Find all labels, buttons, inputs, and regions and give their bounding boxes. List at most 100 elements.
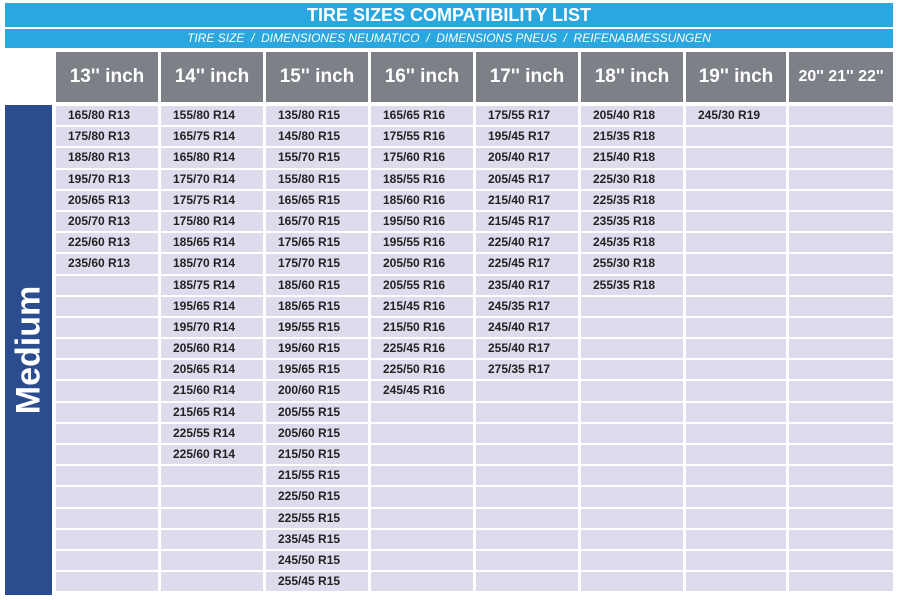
tire-size: 215/45 R17 xyxy=(476,211,578,232)
tire-size: 175/75 R14 xyxy=(161,190,263,210)
tire-size: 215/40 R17 xyxy=(476,190,578,210)
tire-size: 155/70 R15 xyxy=(266,148,368,168)
tire-size: 225/40 R17 xyxy=(476,233,578,253)
empty-cell xyxy=(686,360,786,380)
column: 165/65 R16 175/55 R16 175/60 R16 185/55 R16… xyxy=(371,106,473,593)
tire-size: 225/45 R17 xyxy=(476,254,578,274)
tire-size: 255/35 R18 xyxy=(581,275,683,295)
empty-cell xyxy=(686,423,786,443)
empty-cell xyxy=(789,211,893,232)
empty-cell xyxy=(789,296,893,316)
empty-cell xyxy=(581,487,683,507)
empty-cell xyxy=(371,402,473,422)
empty-cell xyxy=(789,254,893,274)
tire-size: 245/50 R15 xyxy=(266,550,368,571)
empty-cell xyxy=(371,423,473,443)
empty-cell xyxy=(56,550,158,571)
tire-size: 225/30 R18 xyxy=(581,169,683,189)
tire-size: 175/60 R16 xyxy=(371,148,473,168)
empty-cell xyxy=(686,169,786,189)
empty-cell xyxy=(476,529,578,549)
empty-cell xyxy=(789,148,893,168)
column: 245/30 R19 xyxy=(686,106,786,593)
subtitle: TIRE SIZE / DIMENSIONES NEUMATICO / DIME… xyxy=(5,29,893,48)
empty-cell xyxy=(581,572,683,592)
empty-cell xyxy=(581,339,683,359)
empty-cell xyxy=(789,529,893,549)
empty-cell xyxy=(581,529,683,549)
tire-size: 175/55 R16 xyxy=(371,127,473,147)
tire-size: 145/80 R15 xyxy=(266,127,368,147)
empty-cell xyxy=(686,190,786,210)
empty-cell xyxy=(161,572,263,592)
empty-cell xyxy=(686,445,786,465)
tire-size: 195/50 R16 xyxy=(371,211,473,232)
empty-cell xyxy=(371,445,473,465)
empty-cell xyxy=(686,529,786,549)
empty-cell xyxy=(686,550,786,571)
empty-cell xyxy=(161,508,263,528)
tire-size: 165/70 R15 xyxy=(266,211,368,232)
empty-cell xyxy=(581,360,683,380)
tire-size: 205/65 R13 xyxy=(56,190,158,210)
tire-size: 225/45 R16 xyxy=(371,339,473,359)
empty-cell xyxy=(789,317,893,338)
tire-size: 215/40 R18 xyxy=(581,148,683,168)
empty-cell xyxy=(789,402,893,422)
empty-cell xyxy=(789,275,893,295)
empty-cell xyxy=(476,508,578,528)
tire-size: 175/65 R15 xyxy=(266,233,368,253)
column: 165/80 R13 175/80 R13 185/80 R13 195/70 R13… xyxy=(56,106,158,593)
empty-cell xyxy=(581,402,683,422)
tire-size: 165/65 R15 xyxy=(266,190,368,210)
tire-size: 215/65 R14 xyxy=(161,402,263,422)
empty-cell xyxy=(789,190,893,210)
tire-size: 245/40 R17 xyxy=(476,317,578,338)
tire-size: 235/40 R17 xyxy=(476,275,578,295)
empty-cell xyxy=(686,233,786,253)
tire-size: 195/60 R15 xyxy=(266,339,368,359)
empty-cell xyxy=(789,572,893,592)
column-header: 13'' inch xyxy=(56,52,158,102)
tire-size: 175/70 R15 xyxy=(266,254,368,274)
empty-cell xyxy=(581,466,683,486)
empty-cell xyxy=(476,550,578,571)
tire-size: 185/55 R16 xyxy=(371,169,473,189)
tire-size: 245/45 R16 xyxy=(371,381,473,401)
empty-cell xyxy=(686,296,786,316)
tire-size: 255/40 R17 xyxy=(476,339,578,359)
column-header: 17'' inch xyxy=(476,52,578,102)
tire-size: 225/55 R14 xyxy=(161,423,263,443)
tire-size: 225/60 R14 xyxy=(161,445,263,465)
empty-cell xyxy=(686,487,786,507)
tire-size: 255/30 R18 xyxy=(581,254,683,274)
empty-cell xyxy=(371,550,473,571)
empty-cell xyxy=(56,487,158,507)
empty-cell xyxy=(56,339,158,359)
tire-size: 215/55 R15 xyxy=(266,466,368,486)
tire-size: 215/50 R16 xyxy=(371,317,473,338)
empty-cell xyxy=(476,487,578,507)
tire-size: 195/70 R14 xyxy=(161,317,263,338)
column-header: 14'' inch xyxy=(161,52,263,102)
empty-cell xyxy=(789,445,893,465)
tire-size: 245/35 R17 xyxy=(476,296,578,316)
column-header: 15'' inch xyxy=(266,52,368,102)
tire-size: 195/55 R16 xyxy=(371,233,473,253)
empty-cell xyxy=(686,572,786,592)
empty-cell xyxy=(476,402,578,422)
empty-cell xyxy=(476,466,578,486)
empty-cell xyxy=(686,339,786,359)
tire-size: 225/60 R13 xyxy=(56,233,158,253)
empty-cell xyxy=(789,508,893,528)
tire-size: 215/50 R15 xyxy=(266,445,368,465)
empty-cell xyxy=(476,572,578,592)
tire-size: 195/55 R15 xyxy=(266,317,368,338)
empty-cell xyxy=(789,360,893,380)
tire-size: 235/45 R15 xyxy=(266,529,368,549)
tire-size: 205/70 R13 xyxy=(56,211,158,232)
tire-size: 185/65 R14 xyxy=(161,233,263,253)
empty-cell xyxy=(371,572,473,592)
tire-size: 215/45 R16 xyxy=(371,296,473,316)
tire-size: 235/35 R18 xyxy=(581,211,683,232)
